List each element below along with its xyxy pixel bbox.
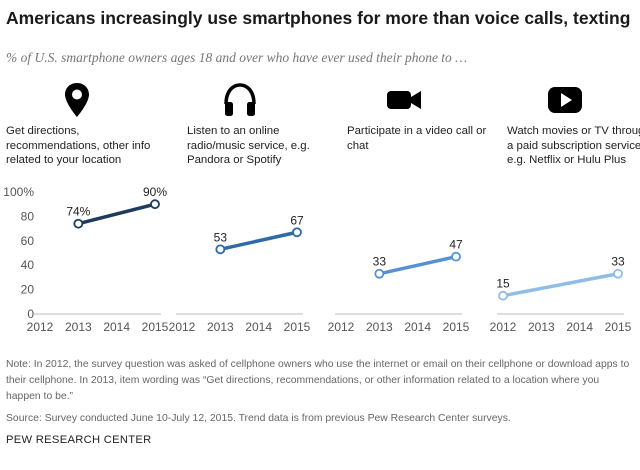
x-tick-label: 2015 <box>284 320 311 334</box>
series-line <box>501 271 620 298</box>
footnote: Note: In 2012, the survey question was a… <box>6 359 630 402</box>
video-camera-icon <box>387 91 421 109</box>
series-line <box>218 230 299 252</box>
data-point <box>292 227 302 238</box>
pew-research-center-logo: PEW RESEARCH CENTER <box>6 434 152 446</box>
panel-description-streaming: Watch movies or TV through a paid subscr… <box>507 125 640 166</box>
x-tick-label: 2012 <box>27 320 54 334</box>
panel-description-music: Listen to an online radio/music service,… <box>187 125 310 166</box>
x-tick-label: 2014 <box>103 320 130 334</box>
data-point <box>613 268 623 279</box>
data-point <box>498 290 508 301</box>
chart-subtitle: % of U.S. smartphone owners ages 18 and … <box>6 50 468 65</box>
source-line: Source: Survey conducted June 10-July 12… <box>6 413 511 424</box>
x-tick-label: 2013 <box>207 320 234 334</box>
data-label: 33 <box>373 255 387 269</box>
x-tick-label: 2014 <box>404 320 431 334</box>
y-tick-label: 60 <box>21 234 35 248</box>
data-label: 33 <box>611 255 625 269</box>
y-tick-label: 100% <box>3 185 34 199</box>
data-label: 67 <box>290 213 304 227</box>
x-tick-label: 2013 <box>528 320 555 334</box>
x-tick-label: 2013 <box>65 320 92 334</box>
series-line <box>76 202 157 226</box>
panel-description-directions: Get directions, recommendations, other i… <box>6 125 151 166</box>
data-point <box>73 218 84 229</box>
data-point <box>215 244 226 255</box>
x-tick-label: 2014 <box>566 320 593 334</box>
y-tick-label: 20 <box>21 283 35 297</box>
x-tick-label: 2013 <box>366 320 393 334</box>
map-pin-icon <box>65 83 89 117</box>
panel-description-video-call: Participate in a video call or chat <box>347 125 487 152</box>
x-tick-label: 2015 <box>142 320 169 334</box>
x-tick-label: 2015 <box>605 320 632 334</box>
x-tick-label: 2014 <box>245 320 272 334</box>
x-tick-label: 2012 <box>490 320 517 334</box>
data-point <box>374 268 385 279</box>
x-tick-label: 2012 <box>328 320 355 334</box>
data-label: 47 <box>449 238 463 252</box>
data-label: 15 <box>496 277 510 291</box>
data-label: 90% <box>143 185 167 199</box>
data-label: 74% <box>66 205 90 219</box>
x-tick-label: 2012 <box>169 320 196 334</box>
y-tick-label: 80 <box>21 209 35 223</box>
x-tick-label: 2015 <box>443 320 470 334</box>
chart-title: Americans increasingly use smartphones f… <box>6 8 631 28</box>
data-point <box>150 199 160 210</box>
y-tick-label: 40 <box>21 258 35 272</box>
play-button-icon <box>548 87 582 113</box>
data-point <box>451 251 461 262</box>
data-label: 53 <box>214 230 228 244</box>
y-tick-label: 0 <box>27 307 34 321</box>
series-line <box>377 254 458 276</box>
headphones-icon <box>224 83 256 116</box>
